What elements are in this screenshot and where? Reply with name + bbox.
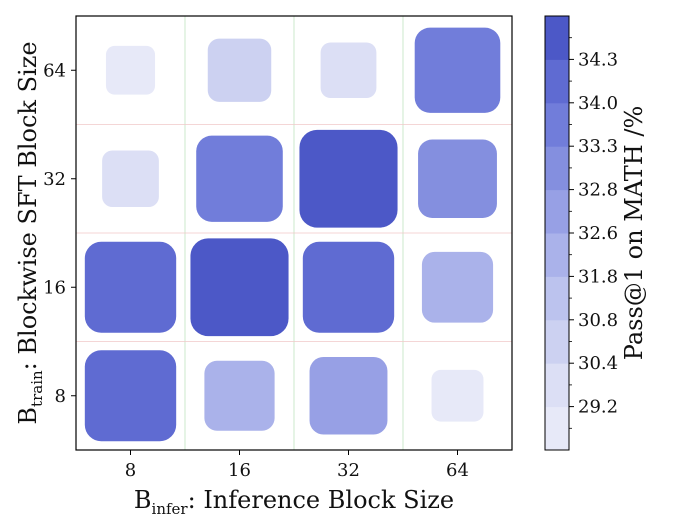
y-tick-label: 16 <box>43 277 66 298</box>
colorbar-tick-label: 32.6 <box>578 223 618 244</box>
colorbar <box>544 15 570 451</box>
heatmap-cell-16-16 <box>190 238 289 337</box>
heatmap-cell-8-32 <box>309 356 388 435</box>
x-tick-label: 32 <box>337 460 360 481</box>
y-tick-label: 8 <box>55 386 66 407</box>
x-axis-label: Binfer: Inference Block Size <box>134 486 454 518</box>
y-axis-ticks: 8 16 32 64 <box>43 60 76 407</box>
heatmap-cell-8-64 <box>431 369 484 422</box>
heatmap-cell-16-32 <box>302 241 395 333</box>
heatmap-cells <box>84 27 501 442</box>
x-tick-label: 16 <box>228 460 251 481</box>
heatmap-cell-8-8 <box>84 350 177 442</box>
gridlines <box>76 16 512 450</box>
colorbar-tick-label: 30.8 <box>578 310 618 331</box>
heatmap-cell-64-32 <box>320 42 377 99</box>
colorbar-tick-label: 31.8 <box>578 266 618 287</box>
colorbar-segment <box>545 276 569 321</box>
colorbar-segment <box>545 363 569 408</box>
heatmap-cell-64-16 <box>207 38 272 102</box>
colorbar-tick-label: 32.8 <box>578 180 618 201</box>
heatmap-cell-32-16 <box>196 135 283 222</box>
colorbar-label: Pass@1 on MATH /% <box>620 106 648 361</box>
colorbar-tick-label: 29.2 <box>578 397 618 418</box>
y-axis-label: Btrain: Blockwise SFT Block Size <box>14 41 46 424</box>
colorbar-segment <box>545 146 569 191</box>
colorbar-segment <box>545 189 569 234</box>
y-tick-label: 32 <box>43 169 66 190</box>
heatmap-cell-32-64 <box>418 139 497 219</box>
heatmap-cell-16-8 <box>84 241 177 333</box>
colorbar-segment <box>545 102 569 147</box>
colorbar-segment <box>545 16 569 60</box>
x-tick-label: 8 <box>125 460 136 481</box>
y-tick-label: 64 <box>43 60 66 81</box>
colorbar-segment <box>545 59 569 104</box>
x-tick-label: 64 <box>446 460 469 481</box>
plot-frame <box>75 15 513 451</box>
colorbar-segment <box>545 233 569 277</box>
heatmap-cell-32-8 <box>102 150 159 207</box>
heatmap-cell-8-16 <box>204 360 275 431</box>
colorbar-segment <box>545 319 569 364</box>
colorbar-tick-label: 34.0 <box>578 93 618 114</box>
colorbar-tick-label: 33.3 <box>578 136 618 157</box>
colorbar-ticks: 29.2 30.4 30.8 31.8 32.6 32.8 33.3 34.0 34.3 <box>569 37 618 429</box>
x-axis-ticks: 8 16 32 64 <box>125 450 469 481</box>
heatmap-cell-64-64 <box>414 27 501 113</box>
heatmap-cell-16-64 <box>421 251 494 323</box>
colorbar-tick-label: 34.3 <box>578 49 618 70</box>
colorbar-segment <box>545 406 569 451</box>
colorbar-tick-label: 30.4 <box>578 353 618 374</box>
heatmap-cell-32-32 <box>299 129 398 228</box>
heatmap-cell-64-8 <box>105 45 156 95</box>
